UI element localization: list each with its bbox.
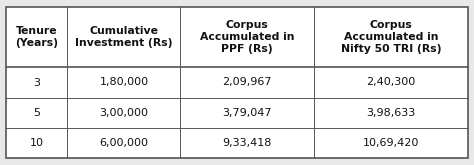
Text: 5: 5	[33, 108, 40, 118]
Text: 3,00,000: 3,00,000	[100, 108, 148, 118]
Text: 10,69,420: 10,69,420	[363, 138, 419, 148]
Text: 3,79,047: 3,79,047	[222, 108, 272, 118]
Text: Cumulative
Investment (Rs): Cumulative Investment (Rs)	[75, 26, 173, 48]
Text: 10: 10	[29, 138, 44, 148]
Text: 3,98,633: 3,98,633	[366, 108, 416, 118]
Text: Tenure
(Years): Tenure (Years)	[15, 26, 58, 48]
Text: Corpus
Accumulated in
Nifty 50 TRI (Rs): Corpus Accumulated in Nifty 50 TRI (Rs)	[341, 20, 441, 54]
Text: 3: 3	[33, 78, 40, 87]
Text: 2,40,300: 2,40,300	[366, 78, 416, 87]
Text: 6,00,000: 6,00,000	[100, 138, 148, 148]
Text: 1,80,000: 1,80,000	[100, 78, 148, 87]
Text: 9,33,418: 9,33,418	[223, 138, 272, 148]
Text: Corpus
Accumulated in
PPF (Rs): Corpus Accumulated in PPF (Rs)	[200, 20, 294, 54]
Text: 2,09,967: 2,09,967	[222, 78, 272, 87]
